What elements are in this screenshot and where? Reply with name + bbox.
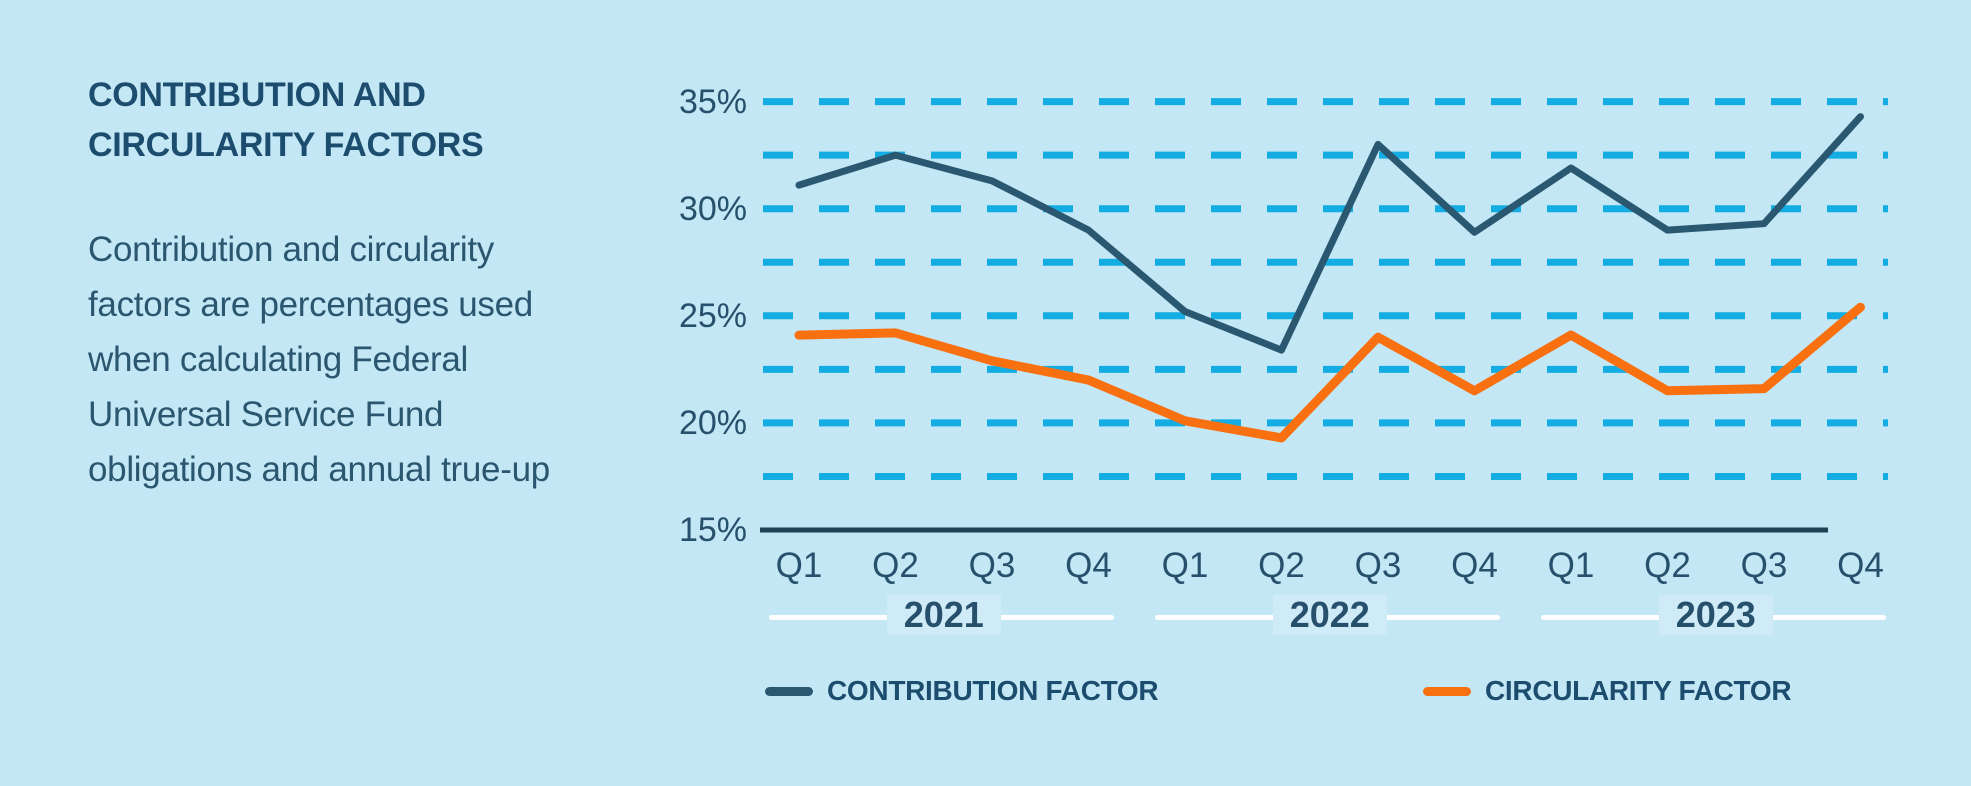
x-axis-label: Q2 <box>1644 546 1691 585</box>
text-panel: CONTRIBUTION AND CIRCULARITY FACTORS Con… <box>88 70 648 497</box>
y-axis-label: 25% <box>678 296 747 335</box>
description-line: Universal Service Fund <box>88 395 444 434</box>
y-axis-label: 30% <box>678 189 747 228</box>
legend-item-contribution: CONTRIBUTION FACTOR <box>765 672 1159 710</box>
year-label-2022: 2022 <box>1272 594 1387 635</box>
x-axis-label: Q2 <box>1258 546 1305 585</box>
chart-description: Contribution and circularity factors are… <box>88 222 648 497</box>
x-axis-label: Q1 <box>1547 546 1595 585</box>
x-axis-label: Q3 <box>1740 546 1788 585</box>
x-axis-label: Q3 <box>1354 546 1402 585</box>
legend-item-circularity: CIRCULARITY FACTOR <box>1423 672 1792 710</box>
x-axis-label: Q4 <box>1451 546 1498 585</box>
legend-label: CONTRIBUTION FACTOR <box>827 675 1159 706</box>
circularity-factor-line <box>794 302 1865 443</box>
description-line: factors are percentages used <box>88 285 533 324</box>
description-line: when calculating Federal <box>88 340 468 379</box>
year-label-text: 2023 <box>1675 594 1756 635</box>
x-axis-label: Q4 <box>1065 546 1112 585</box>
x-axis-label: Q3 <box>968 546 1016 585</box>
x-axis-label: Q1 <box>775 546 823 585</box>
chart-title: CONTRIBUTION AND CIRCULARITY FACTORS <box>88 70 648 170</box>
y-axis-label: 35% <box>678 82 747 121</box>
circularity-line-swatch <box>1423 686 1471 696</box>
x-axis-label: Q4 <box>1837 546 1884 585</box>
x-axis-label: Q1 <box>1161 546 1209 585</box>
year-label-2023: 2023 <box>1658 594 1773 635</box>
year-label-2021: 2021 <box>886 594 1001 635</box>
legend-label: CIRCULARITY FACTOR <box>1485 675 1792 706</box>
y-axis-label: 20% <box>678 403 747 442</box>
x-axis-label: Q2 <box>872 546 919 585</box>
contribution-line-swatch <box>765 686 813 696</box>
year-label-text: 2022 <box>1289 594 1370 635</box>
year-label-text: 2021 <box>903 594 984 635</box>
chart-title-line2: CIRCULARITY FACTORS <box>88 126 484 164</box>
description-line: obligations and annual true-up <box>88 450 550 489</box>
y-axis-label: 15% <box>678 511 747 549</box>
contribution-factor-line <box>795 113 1864 354</box>
description-line: Contribution and circularity <box>88 230 494 269</box>
chart-title-line1: CONTRIBUTION AND <box>88 76 426 114</box>
